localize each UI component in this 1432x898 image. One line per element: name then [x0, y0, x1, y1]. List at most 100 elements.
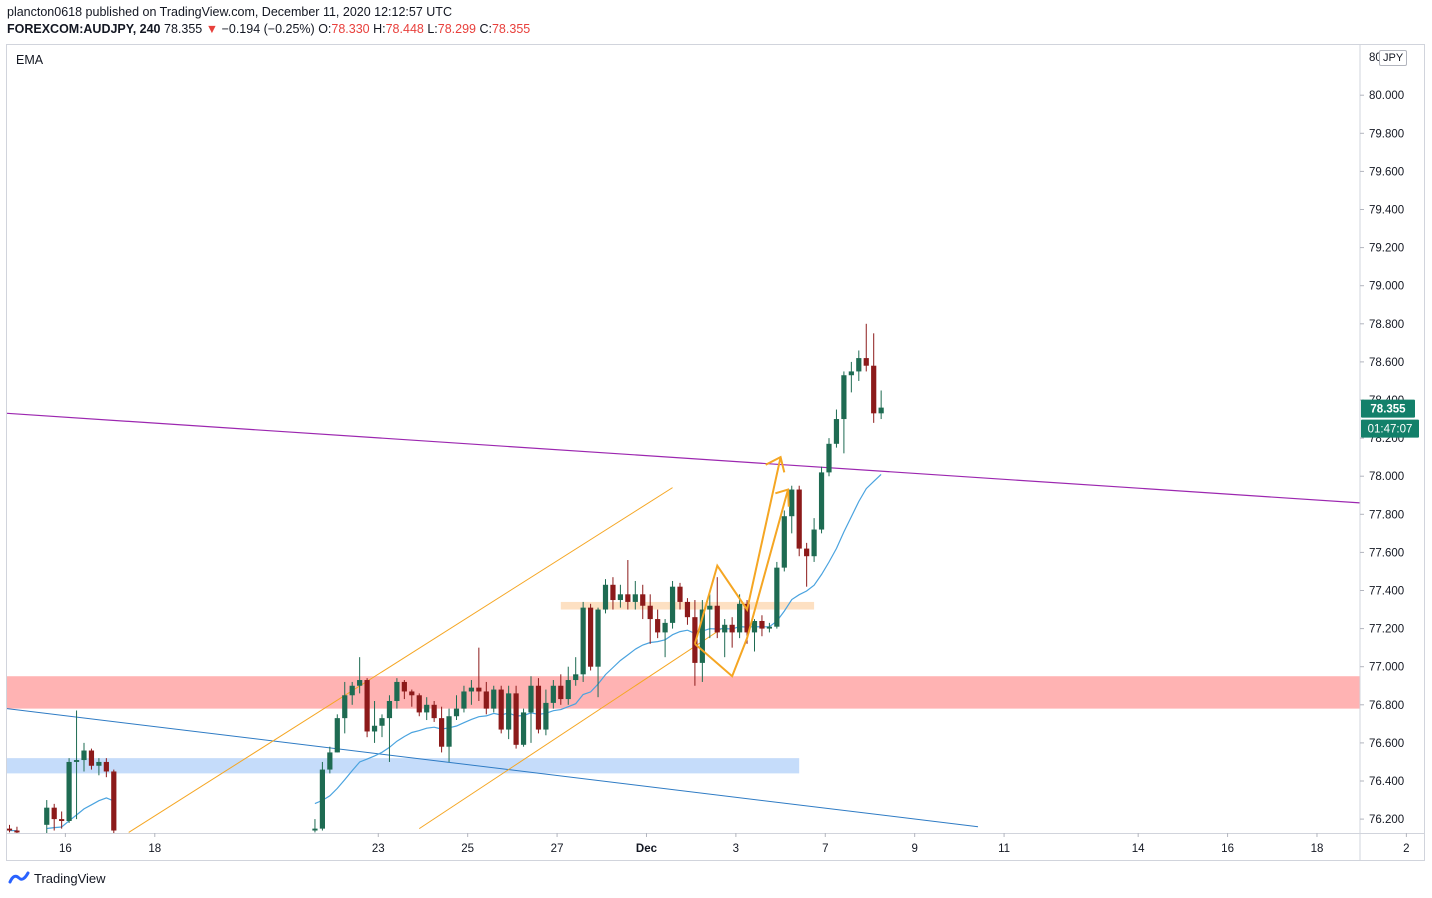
- ema-line: [46, 797, 115, 830]
- candle-body: [699, 609, 705, 663]
- candle-body: [737, 603, 743, 633]
- price-change: −0.194 (−0.25%): [221, 22, 315, 36]
- candle-body: [357, 680, 363, 686]
- candle: [804, 542, 810, 587]
- candle: [863, 323, 869, 372]
- candle-body: [468, 687, 474, 692]
- candle: [632, 580, 638, 610]
- last-price-label: 78.355: [1370, 404, 1406, 416]
- channel-lower-line: [418, 626, 725, 830]
- change-arrow-icon: ▼: [205, 22, 219, 36]
- candle: [491, 685, 497, 713]
- candle: [334, 714, 340, 753]
- last-price-badge: [1361, 399, 1415, 418]
- candle-body: [371, 725, 378, 732]
- candle-body: [550, 685, 556, 703]
- candle: [796, 485, 802, 557]
- candle-body: [520, 712, 527, 745]
- candle-body: [409, 691, 415, 696]
- indicator-label[interactable]: EMA: [16, 53, 44, 67]
- candle: [833, 409, 840, 448]
- candle: [677, 582, 683, 610]
- y-tick-label: 80.000: [1369, 90, 1404, 102]
- candle: [841, 371, 847, 454]
- x-tick-label: 27: [551, 843, 564, 855]
- candle: [7, 824, 13, 833]
- candle: [707, 594, 713, 639]
- projection-arrow-1: [693, 456, 782, 645]
- candle-body: [349, 685, 355, 696]
- candle: [595, 607, 601, 698]
- candle-body: [856, 358, 862, 372]
- y-tick-label: 76.800: [1369, 700, 1404, 712]
- candle: [506, 685, 512, 740]
- chart-header: plancton0618 published on TradingView.co…: [7, 4, 530, 38]
- y-tick-label: 77.800: [1369, 509, 1404, 521]
- footer-brand[interactable]: TradingView: [8, 870, 106, 886]
- candle: [416, 693, 422, 717]
- symbol-name[interactable]: FOREXCOM:AUDJPY, 240: [7, 22, 161, 36]
- y-tick-label: 79.800: [1369, 128, 1404, 140]
- candle: [81, 742, 87, 772]
- candle-body: [804, 548, 810, 557]
- y-tick-label: 79.400: [1369, 205, 1404, 217]
- candle: [714, 577, 720, 639]
- candle-body: [96, 761, 102, 766]
- candle: [59, 811, 65, 829]
- candle-body: [781, 516, 787, 568]
- candle: [856, 350, 862, 381]
- candle: [818, 466, 825, 534]
- candle-body: [602, 584, 609, 610]
- candle: [409, 689, 415, 707]
- candle: [565, 666, 571, 705]
- candle-body: [818, 472, 825, 530]
- x-tick-label: 16: [1221, 843, 1234, 855]
- arrow-head-1: [765, 455, 786, 473]
- candle: [699, 600, 705, 682]
- x-tick-label: 18: [148, 843, 161, 855]
- candle-body: [81, 750, 87, 761]
- candle: [379, 714, 385, 738]
- candle: [51, 803, 57, 831]
- candle: [520, 708, 527, 747]
- candle-body: [811, 529, 817, 557]
- candle-body: [588, 607, 594, 667]
- low-value: 78.299: [437, 22, 476, 36]
- candle-body: [766, 626, 772, 629]
- y-tick-label: 77.000: [1369, 662, 1404, 674]
- candle-body: [364, 680, 370, 732]
- currency-badge[interactable]: JPY: [1379, 50, 1408, 66]
- candle-body: [662, 622, 668, 633]
- candle-body: [826, 443, 832, 473]
- candle: [453, 695, 460, 721]
- candle: [88, 748, 95, 770]
- candle-body: [342, 695, 348, 719]
- candle-body: [59, 819, 65, 822]
- candle-body: [66, 761, 72, 822]
- candle: [386, 695, 393, 762]
- candle-body: [483, 691, 489, 709]
- x-tick-label: 23: [372, 843, 385, 855]
- candle: [424, 697, 430, 721]
- y-tick-label: 77.200: [1369, 624, 1404, 636]
- candle-body: [789, 489, 795, 517]
- candle: [66, 758, 72, 823]
- candle-body: [625, 594, 631, 602]
- candle: [722, 619, 728, 658]
- candle-body: [491, 689, 497, 709]
- candle: [349, 681, 355, 705]
- candle-body: [73, 760, 80, 762]
- y-tick-label: 79.000: [1369, 281, 1404, 293]
- candle-body: [446, 716, 452, 747]
- candle: [461, 685, 467, 713]
- projection-arrow-2: [694, 489, 789, 678]
- candle-body: [617, 594, 623, 601]
- candle-body: [759, 620, 765, 629]
- candle-body: [692, 617, 698, 663]
- candle: [394, 678, 400, 709]
- y-tick-label: 78.800: [1369, 319, 1404, 331]
- open-value: 78.330: [331, 22, 370, 36]
- high-value: 78.448: [385, 22, 424, 36]
- open-label: O:: [318, 22, 332, 36]
